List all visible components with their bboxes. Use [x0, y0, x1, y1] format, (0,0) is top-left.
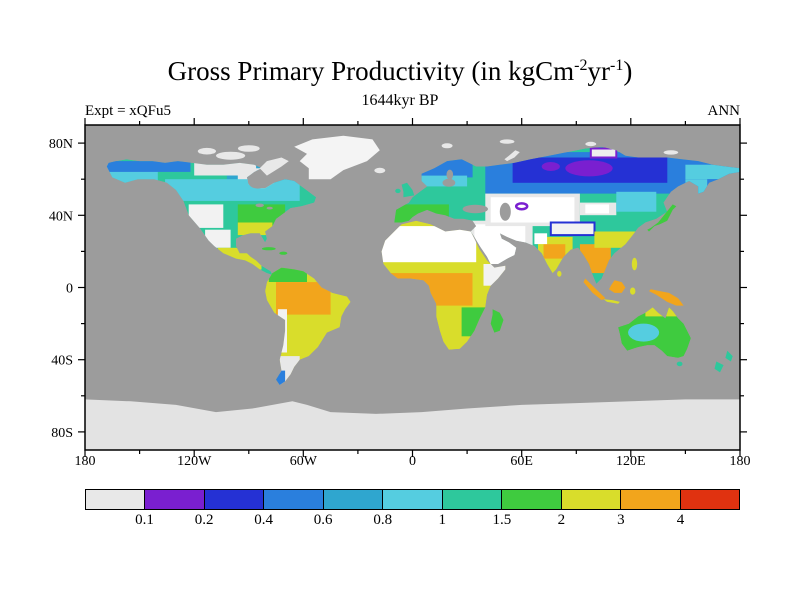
colorbar-tick-label: 1 [438, 512, 447, 528]
axis-ticks [78, 118, 747, 457]
title-pre: Gross Primary Productivity (in kgCm [167, 56, 575, 86]
title-sup-exponent: -2 [574, 57, 588, 74]
colorbar-tick-label: 0.6 [313, 512, 333, 528]
colorbar [85, 489, 740, 510]
colorbar-segment [144, 489, 205, 510]
islands [197, 135, 733, 373]
lat-tick-label: 40N [49, 209, 73, 224]
colorbar-segment [560, 489, 622, 510]
axis-labels: 180 120W 60W 0 60E 120E 180 80N 40N 0 40S 80S [49, 137, 751, 469]
colorbar-segment [203, 489, 265, 510]
title-mid: yr [587, 56, 611, 86]
season-label: ANN [707, 103, 741, 119]
colorbar-segment [85, 489, 146, 510]
colorbar-tick-label: 1.5 [492, 512, 512, 528]
world-map: 180 120W 60W 0 60E 120E 180 80N 40N 0 40S 80S [49, 118, 751, 469]
antarctica [85, 399, 740, 450]
map-frame [84, 124, 741, 451]
colorbar-segment [620, 489, 681, 510]
colorbar-segment [441, 489, 503, 510]
lon-tick-label: 60E [510, 454, 533, 467]
map-area: 180 120W 60W 0 60E 120E 180 80N 40N 0 40S 80S [35, 115, 755, 469]
colorbar-tick-label: 0.2 [194, 512, 214, 528]
lon-tick-label: 180 [75, 454, 96, 467]
lat-tick-label: 40S [51, 354, 73, 369]
colorbar-tick-label: 3 [617, 512, 625, 528]
colorbar-segment [263, 489, 324, 510]
colorbar-segment [322, 489, 384, 510]
lon-tick-label: 60W [290, 454, 318, 467]
colorbar-tick-label: 0.4 [254, 512, 273, 528]
colorbar-tick-label: 2 [557, 512, 566, 528]
lon-tick-label: 120E [616, 454, 646, 467]
title-sup-exponent2: -1 [610, 57, 624, 74]
lon-tick-label: 0 [409, 454, 416, 467]
plot-subtitle: 1644kyr BP [361, 92, 439, 109]
lat-tick-label: 80S [51, 426, 73, 441]
colorbar-segment [382, 489, 443, 510]
lon-tick-label: 180 [730, 454, 751, 467]
colorbar-segment [679, 489, 740, 510]
title-post: ) [623, 56, 633, 86]
colorbar-tick-label: 0.1 [135, 512, 154, 528]
experiment-label: Expt = xQFu5 [85, 103, 171, 119]
lon-tick-label: 120W [177, 454, 212, 467]
plot-title: Gross Primary Productivity (in kgCm-2yr-… [0, 56, 800, 87]
colorbar-tick-label: 4 [676, 512, 685, 528]
colorbar-tick-label: 0.8 [373, 512, 393, 528]
lat-tick-label: 0 [66, 282, 73, 297]
lat-tick-label: 80N [49, 137, 73, 152]
colorbar-segment [501, 489, 562, 510]
